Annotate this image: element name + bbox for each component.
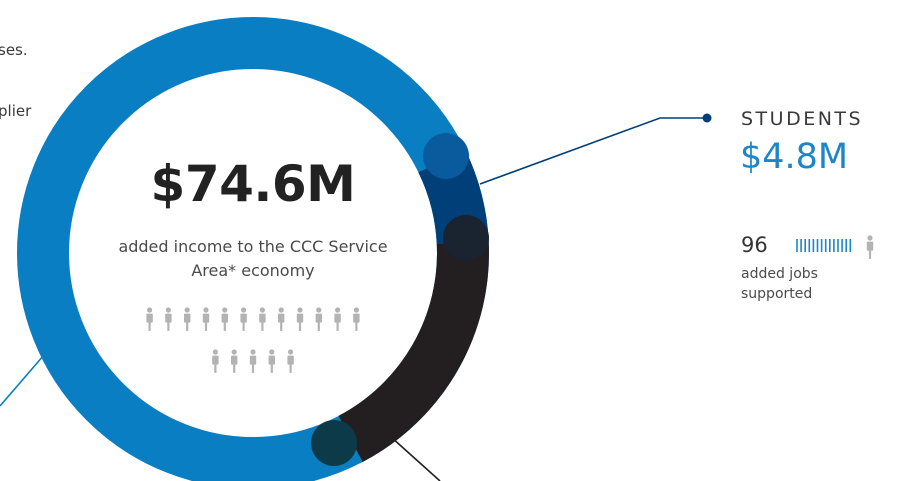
person-icon [202, 307, 210, 331]
edge-text-line-2: plier [0, 102, 32, 120]
jobs-tick-bar [796, 239, 852, 252]
person-icon [249, 349, 257, 373]
person-icon [259, 307, 266, 331]
person-icon [146, 307, 153, 331]
ring-dark-segment [338, 241, 489, 462]
dark-leader-line [380, 427, 441, 481]
ring-marker-students [423, 133, 469, 179]
person-icon [221, 307, 228, 331]
person-icon [866, 235, 874, 259]
ring-marker-dark-start [443, 215, 489, 261]
left-leader-line [0, 354, 45, 407]
students-jobs-description: added jobs supported [741, 266, 818, 302]
center-people-icons [146, 307, 360, 373]
person-icon [287, 349, 294, 373]
person-icon [184, 307, 191, 331]
center-income-description: added income to the CCC Service Area* ec… [118, 237, 388, 280]
person-icon [296, 307, 304, 331]
person-icon [231, 349, 238, 373]
person-icon [353, 307, 360, 331]
students-leader-dot [702, 113, 712, 123]
person-icon [240, 307, 247, 331]
person-icon [315, 307, 322, 331]
person-icon [268, 349, 275, 373]
person-icon [212, 349, 219, 373]
students-leader-line [479, 117, 706, 185]
person-icon [278, 307, 285, 331]
students-jobs-count: 96 [741, 233, 768, 257]
ring-marker-dark-end [311, 420, 357, 466]
person-icon [334, 307, 341, 331]
students-value: $4.8M [740, 137, 849, 177]
person-icon [165, 307, 172, 331]
edge-text-line-1: ses. [0, 41, 28, 59]
students-label: STUDENTS [741, 108, 864, 130]
center-income-value: $74.6M [150, 155, 356, 213]
jobs-person-icon [866, 235, 874, 259]
